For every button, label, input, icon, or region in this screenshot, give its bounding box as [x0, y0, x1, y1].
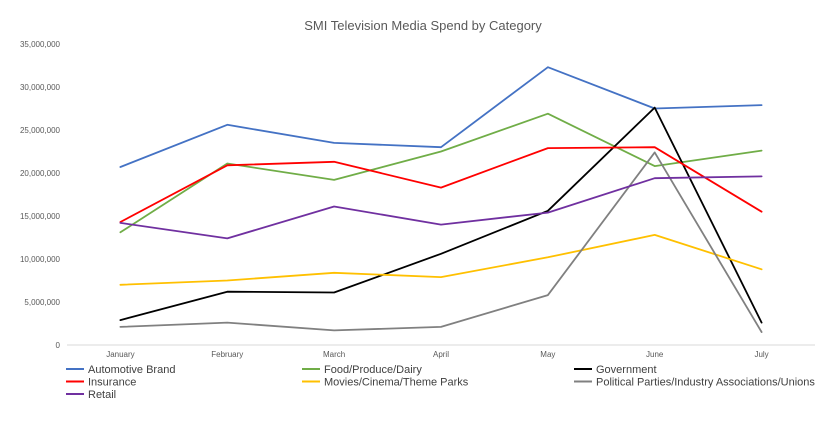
x-tick-label: May: [540, 350, 555, 359]
x-tick-label: April: [433, 350, 449, 359]
x-tick-label: March: [323, 350, 345, 359]
series-line-political-parties-industry-associations-unions: [119, 151, 763, 334]
y-axis-ticks: 0 5,000,000 10,000,000 15,000,000 20,000,000…: [20, 40, 61, 350]
y-tick-label: 15,000,000: [20, 212, 61, 221]
x-tick-label: February: [211, 350, 243, 359]
series-line-government: [119, 106, 763, 324]
series-line-movies-cinema-theme-parks: [119, 233, 763, 286]
legend-label: Movies/Cinema/Theme Parks: [324, 377, 469, 389]
series-line-food-produce-dairy: [119, 112, 763, 234]
y-tick-label: 0: [56, 341, 61, 350]
x-axis-ticks: January February March April May June July: [106, 350, 768, 359]
legend-label: Food/Produce/Dairy: [324, 364, 422, 376]
chart-title: SMI Television Media Spend by Category: [304, 18, 542, 33]
series-line-retail: [119, 175, 763, 240]
legend-label: Automotive Brand: [88, 364, 175, 376]
y-tick-label: 20,000,000: [20, 169, 61, 178]
legend-label: Insurance: [88, 377, 136, 389]
y-tick-label: 30,000,000: [20, 83, 61, 92]
y-tick-label: 5,000,000: [24, 298, 60, 307]
y-tick-label: 25,000,000: [20, 126, 61, 135]
y-tick-label: 10,000,000: [20, 255, 61, 264]
x-tick-label: July: [754, 350, 768, 359]
legend-label: Retail: [88, 389, 116, 401]
series-lines: [119, 66, 763, 334]
legend-label: Government: [596, 364, 657, 376]
y-tick-label: 35,000,000: [20, 40, 61, 49]
legend: Automotive Brand Food/Produce/Dairy Govern…: [66, 364, 815, 401]
x-tick-label: June: [646, 350, 664, 359]
x-tick-label: January: [106, 350, 134, 359]
legend-label: Political Parties/Industry Associations/…: [596, 377, 815, 389]
series-line-insurance: [119, 146, 763, 223]
